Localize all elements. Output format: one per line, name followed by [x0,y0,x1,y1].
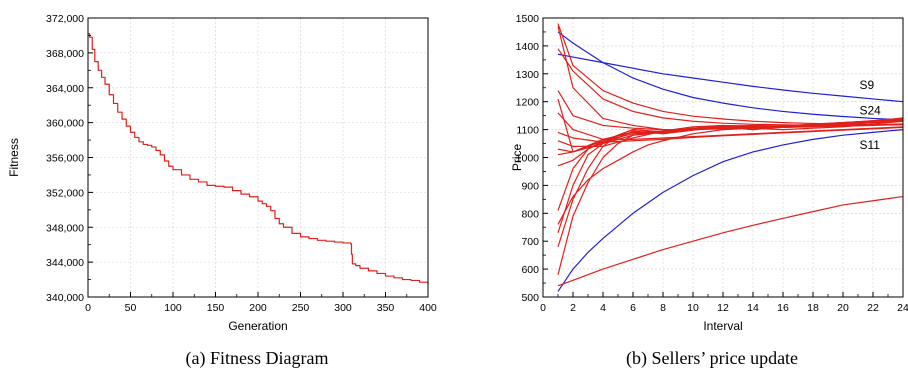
series-line-19 [557,120,904,225]
y-tick-label: 356,000 [46,153,84,165]
y-tick-label: 340,000 [46,292,84,304]
x-tick-label: 16 [777,302,789,314]
x-tick-label: 18 [807,302,819,314]
series-line-6 [557,26,904,131]
x-tick-label: 4 [600,302,606,314]
x-axis-label: Generation [228,319,287,333]
x-tick-label: 200 [249,302,267,314]
y-tick-label: 1100 [516,125,539,137]
price-chart: 0 2 4 6 8 10 12 14 16 18 20 22 245006007008009001000… [510,13,908,333]
series-line-3 [557,195,904,287]
fitness-chart: 0 50 100 150 200 250 300 350 400 340,000 344,000 34… [7,13,437,333]
x-tick-label: 20 [837,302,849,314]
series-line-18 [557,118,904,275]
y-tick-label: 352,000 [46,187,84,199]
x-tick-label: 150 [207,302,225,314]
series-line-0 [557,53,904,103]
series-line-2 [557,129,904,292]
x-tick-label: 50 [125,302,137,314]
series-line-1 [557,31,904,121]
y-tick-label: 1000 [516,153,540,165]
caption-b: (b) Sellers’ price update [626,348,798,369]
y-tick-label: 372,000 [46,13,84,25]
x-tick-label: 10 [687,302,699,314]
series-annotation-s9: S9 [860,78,875,92]
x-tick-label: 0 [540,302,546,314]
y-tick-label: 344,000 [46,257,84,269]
x-tick-label: 400 [419,302,437,314]
y-tick-label: 1200 [516,97,540,109]
x-tick-label: 300 [334,302,352,314]
x-tick-label: 0 [85,302,91,314]
caption-a: (a) Fitness Diagram [186,348,329,369]
x-tick-label: 350 [377,302,395,314]
series-line-0 [88,33,429,284]
y-tick-label: 364,000 [46,83,84,95]
y-tick-label: 1500 [516,13,540,25]
series-annotation-s24: S24 [860,103,882,117]
series-line-5 [557,48,904,126]
y-axis-label: Price [510,144,524,172]
series-line-16 [557,118,904,234]
y-tick-label: 1400 [516,41,540,53]
y-tick-label: 800 [521,208,539,220]
y-tick-label: 368,000 [46,48,84,60]
y-tick-label: 348,000 [46,222,84,234]
x-axis-label: Interval [703,319,742,333]
x-tick-label: 24 [897,302,908,314]
y-tick-label: 600 [521,264,539,276]
series-annotation-s11: S11 [860,138,881,152]
x-tick-label: 12 [717,302,729,314]
x-tick-label: 6 [630,302,636,314]
x-tick-label: 14 [747,302,759,314]
x-tick-label: 2 [570,302,576,314]
x-tick-label: 250 [292,302,310,314]
y-tick-label: 500 [521,292,539,304]
x-tick-label: 22 [867,302,879,314]
y-axis-label: Fitness [7,138,21,177]
y-tick-label: 700 [521,236,539,248]
y-tick-label: 1300 [516,69,540,81]
y-tick-label: 900 [521,180,539,192]
x-tick-label: 100 [164,302,182,314]
y-tick-label: 360,000 [46,118,84,130]
x-tick-label: 8 [660,302,666,314]
